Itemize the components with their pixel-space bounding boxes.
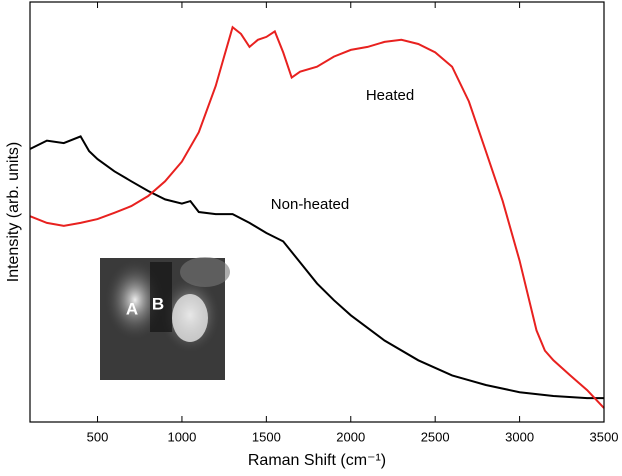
x-axis-label: Raman Shift (cm⁻¹) — [248, 452, 386, 469]
plot-frame — [29, 1, 605, 423]
x-tick-label: 2000 — [336, 429, 365, 444]
line-series — [29, 135, 604, 400]
x-tick-label: 500 — [87, 429, 109, 444]
x-tick-label: 3000 — [505, 429, 534, 444]
line-series — [29, 25, 605, 409]
inset-label: B — [152, 294, 164, 313]
annotation: Non-heated — [271, 196, 349, 213]
x-tick-label: 2500 — [421, 429, 450, 444]
x-tick-label: 1000 — [167, 429, 196, 444]
y-axis-label: Intensity (arb. units) — [5, 142, 22, 283]
inset-label: A — [126, 299, 138, 318]
x-tick-label: 3500 — [590, 429, 619, 444]
annotation: Heated — [366, 87, 414, 104]
x-tick-label: 1500 — [252, 429, 281, 444]
inset-image — [100, 257, 230, 380]
